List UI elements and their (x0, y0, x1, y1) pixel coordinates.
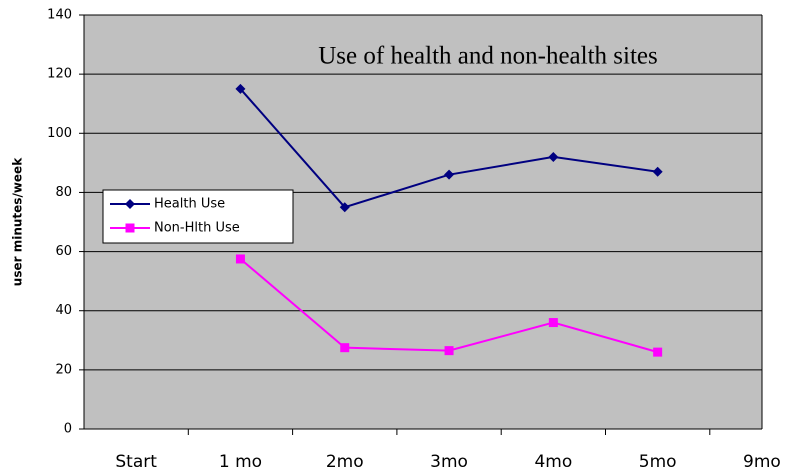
legend-label: Health Use (154, 197, 225, 212)
y-tick-label: 80 (55, 185, 72, 200)
legend-marker (125, 199, 135, 209)
y-tick-label: 100 (47, 126, 72, 141)
x-tick-label: 3mo (430, 452, 468, 472)
x-tick-label: 9mo (743, 452, 781, 472)
x-tick-label: 5mo (639, 452, 677, 472)
x-tick-label: 1 mo (219, 452, 262, 472)
x-tick-label: 2mo (326, 452, 364, 472)
point (340, 343, 350, 353)
y-tick-label: 120 (47, 67, 72, 82)
point (444, 346, 454, 356)
y-tick-label: 0 (64, 422, 72, 437)
y-tick-label: 40 (55, 303, 72, 318)
point (444, 169, 455, 180)
x-tick-label: 4mo (534, 452, 572, 472)
y-tick-label: 20 (55, 362, 72, 377)
point (339, 202, 350, 213)
point (235, 254, 245, 264)
legend-label: Non-Hlth Use (154, 221, 240, 236)
legend-box (102, 189, 294, 244)
point (652, 166, 663, 177)
x-tick-label: Start (115, 452, 157, 472)
point (235, 83, 246, 94)
point (548, 151, 559, 162)
legend: Health Use Non-Hlth Use (102, 189, 294, 244)
y-tick-label: 60 (55, 244, 72, 259)
y-tick-label: 140 (47, 8, 72, 23)
chart-title: Use of health and non-health sites (318, 43, 658, 70)
point (548, 318, 558, 328)
legend-marker (125, 223, 135, 233)
y-axis-label: user minutes/week (11, 157, 25, 286)
point (653, 347, 663, 357)
